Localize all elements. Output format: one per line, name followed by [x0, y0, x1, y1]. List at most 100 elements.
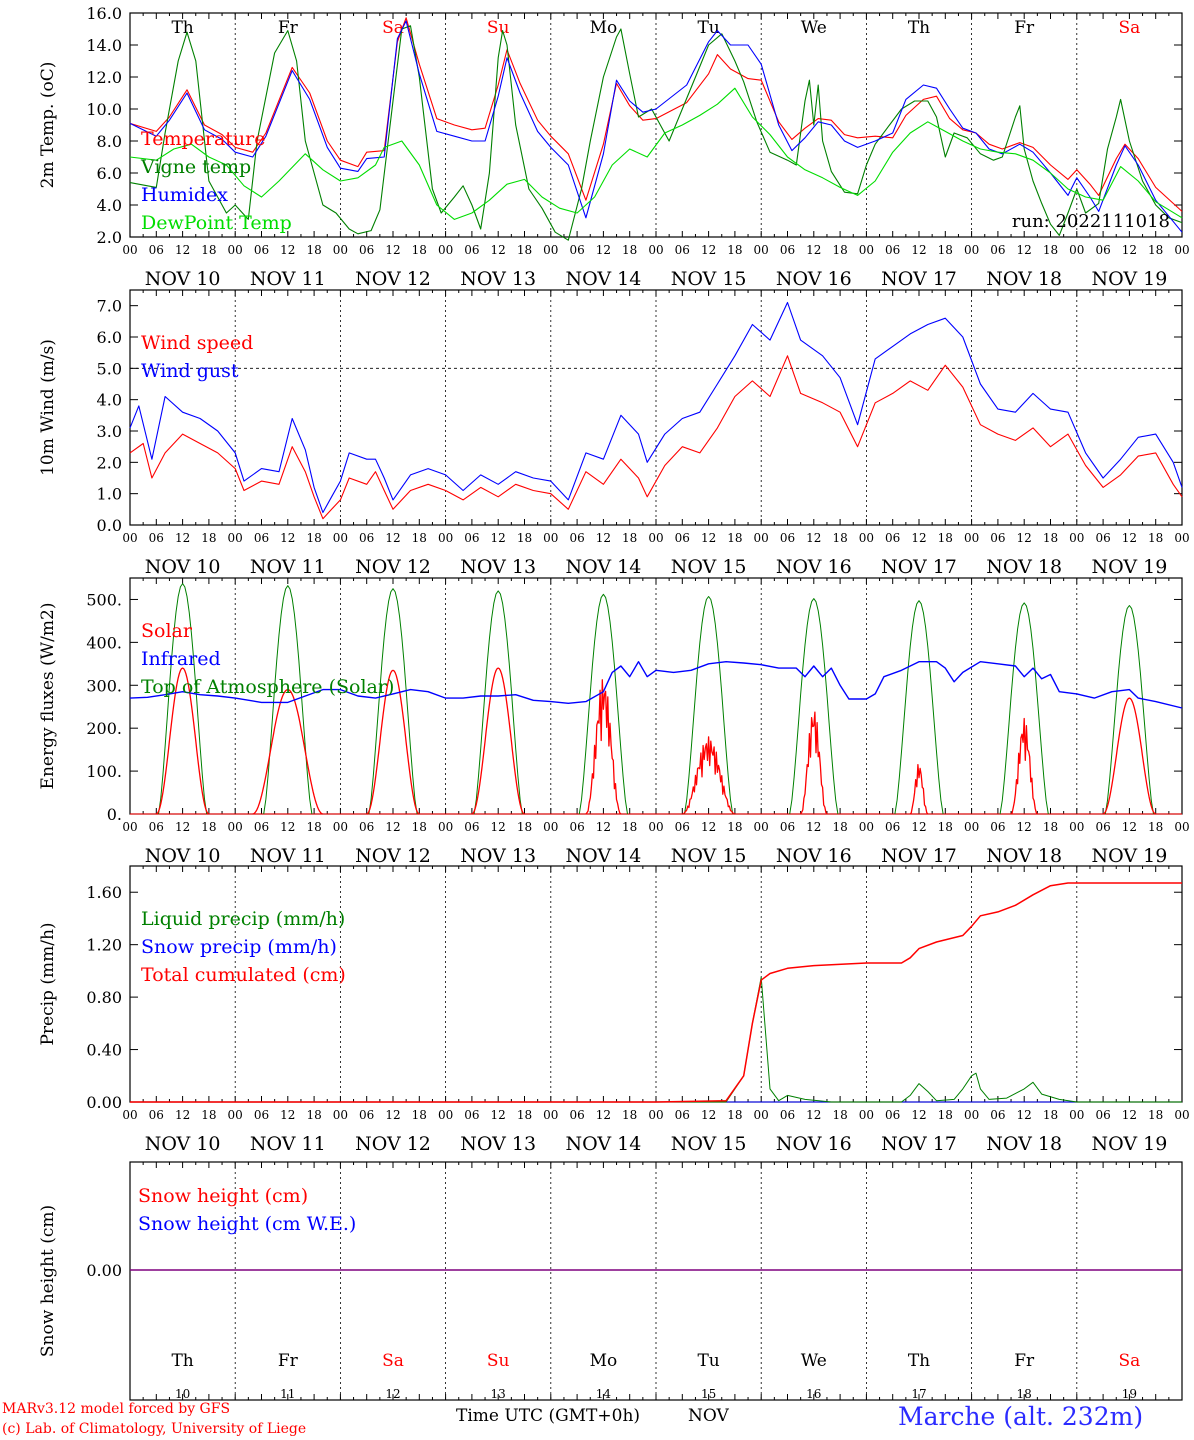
hour-tick-label: 06: [359, 531, 374, 545]
hour-tick-label: 12: [806, 820, 821, 834]
hour-tick-label: 00: [543, 1108, 558, 1122]
legend-entry: Top of Atmosphere (Solar): [141, 676, 394, 698]
hour-tick-label: 12: [1017, 531, 1032, 545]
hour-tick-label: 06: [885, 820, 900, 834]
hour-tick-label: 18: [201, 531, 216, 545]
day-number-label: 10: [175, 1387, 190, 1401]
series-line: [129, 661, 1183, 709]
hour-tick-label: 18: [938, 243, 953, 257]
solar-curve: [366, 669, 420, 815]
hour-tick-label: 06: [1095, 820, 1110, 834]
solar-curve: [155, 667, 210, 815]
day-of-week-label: Th: [908, 18, 930, 38]
y-tick-label: 7.0: [97, 297, 122, 316]
legend-entry: DewPoint Temp: [141, 212, 292, 234]
hour-tick-label: 00: [648, 243, 663, 257]
hour-tick-label: 18: [727, 1108, 742, 1122]
solar-curve: [585, 679, 622, 815]
day-of-week-label: Mo: [590, 18, 618, 38]
toa-curve: [578, 593, 628, 815]
hour-tick-label: 00: [438, 1108, 453, 1122]
hour-tick-label: 00: [1174, 1108, 1189, 1122]
date-label: NOV 19: [1091, 268, 1167, 290]
toa-curve: [263, 585, 313, 815]
solar-curve: [800, 711, 828, 815]
hour-tick-label: 12: [596, 243, 611, 257]
date-label: NOV 15: [671, 1133, 747, 1155]
panel-4: 0.00 0.40 0.80 1.20 1.60 Precip (mm/h) 00 06 12 1…: [38, 865, 1190, 1155]
y-tick-label: 6.0: [97, 164, 122, 183]
station-title: Marche (alt. 232m): [898, 1402, 1144, 1431]
hour-tick-label: 00: [228, 820, 243, 834]
hour-tick-label: 12: [385, 531, 400, 545]
solar-curve: [909, 763, 929, 815]
hour-tick-label: 06: [675, 820, 690, 834]
hour-tick-label: 06: [254, 531, 269, 545]
date-label: NOV 14: [565, 268, 641, 290]
hour-tick-label: 12: [596, 1108, 611, 1122]
hour-tick-label: 18: [622, 1108, 637, 1122]
hour-tick-label: 18: [1148, 820, 1163, 834]
hour-tick-label: 18: [938, 1108, 953, 1122]
day-number-label: 17: [911, 1387, 926, 1401]
date-label: NOV 11: [250, 556, 326, 578]
legend-entry: Snow precip (mm/h): [141, 936, 337, 958]
hour-tick-label: 06: [254, 243, 269, 257]
hour-tick-label: 06: [359, 1108, 374, 1122]
y-tick-label: 5.0: [97, 359, 122, 378]
solar-curve: [682, 736, 736, 815]
day-number-label: 11: [280, 1387, 295, 1401]
hour-tick-label: 18: [832, 820, 847, 834]
y-axis-label: Precip (mm/h): [38, 922, 58, 1045]
date-label: NOV 11: [250, 1133, 326, 1155]
hour-tick-label: 12: [596, 820, 611, 834]
hour-tick-label: 06: [990, 243, 1005, 257]
date-label: NOV 19: [1091, 556, 1167, 578]
legend-entry: Humidex: [141, 184, 228, 206]
hour-tick-label: 18: [201, 820, 216, 834]
hour-tick-label: 06: [569, 1108, 584, 1122]
hour-tick-label: 00: [543, 243, 558, 257]
hour-tick-label: 18: [1043, 1108, 1058, 1122]
y-tick-label: 200.: [86, 719, 122, 738]
hour-tick-label: 00: [754, 531, 769, 545]
hour-tick-label: 18: [1148, 531, 1163, 545]
series-line: [129, 17, 1183, 212]
hour-tick-label: 12: [806, 531, 821, 545]
hour-tick-label: 00: [754, 1108, 769, 1122]
date-label: NOV 16: [776, 268, 852, 290]
hour-tick-label: 12: [280, 1108, 295, 1122]
hour-tick-label: 12: [491, 531, 506, 545]
date-label: NOV 16: [776, 556, 852, 578]
date-label: NOV 14: [565, 845, 641, 867]
hour-tick-label: 00: [122, 820, 137, 834]
date-label: NOV 18: [986, 1133, 1062, 1155]
hour-tick-label: 00: [122, 1108, 137, 1122]
y-tick-label: 0.80: [86, 988, 122, 1007]
hour-tick-label: 00: [1069, 243, 1084, 257]
hour-tick-label: 18: [1148, 1108, 1163, 1122]
hour-tick-label: 18: [306, 1108, 321, 1122]
day-of-week-label: Su: [487, 18, 510, 38]
hour-tick-label: 12: [491, 243, 506, 257]
date-label: NOV 10: [145, 845, 221, 867]
y-tick-label: 4.0: [97, 196, 122, 215]
hour-tick-label: 06: [885, 531, 900, 545]
copyright-credit: (c) Lab. of Climatology, University of L…: [2, 1421, 307, 1437]
y-axis-label: 2m Temp. (oC): [38, 62, 58, 189]
hour-tick-label: 12: [280, 243, 295, 257]
y-tick-label: 0.00: [86, 1093, 122, 1112]
hour-tick-label: 00: [333, 1108, 348, 1122]
time-axis-label: Time UTC (GMT+0h): [456, 1406, 641, 1426]
date-label: NOV 10: [145, 556, 221, 578]
hour-tick-label: 12: [280, 531, 295, 545]
y-tick-label: 1.60: [86, 883, 122, 902]
hour-tick-label: 06: [990, 1108, 1005, 1122]
hour-tick-label: 18: [727, 531, 742, 545]
panel-5: 0.00 Snow height (cm) Snow height (cm) Snow…: [38, 1161, 1183, 1401]
series-line: [130, 976, 1182, 1103]
toa-curve: [1104, 605, 1154, 815]
hour-tick-label: 00: [754, 820, 769, 834]
hour-tick-label: 12: [280, 820, 295, 834]
